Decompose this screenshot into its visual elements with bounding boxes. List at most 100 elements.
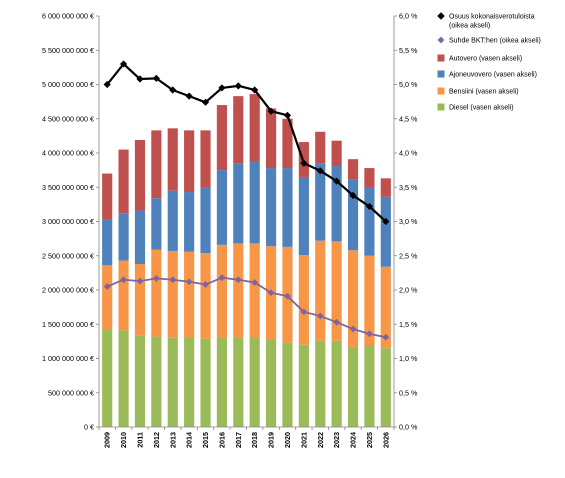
point-series-4-2010: [119, 60, 128, 68]
bar-bensiini-2013: [167, 250, 178, 338]
bar-bensiini-2017: [233, 243, 244, 338]
left-tick-label: 2 500 000 000 €: [42, 251, 94, 260]
point-series-5-2010: [120, 276, 127, 284]
point-series-5-2024: [349, 325, 357, 333]
point-series-5-2021: [300, 308, 308, 316]
x-tick-label: 2019: [267, 432, 276, 448]
bar-bensiini-2009: [102, 265, 113, 330]
bar-autovero-2020: [282, 118, 293, 169]
point-series-5-2014: [185, 278, 193, 286]
point-series-4-2016: [218, 84, 226, 92]
point-series-5-2025: [366, 330, 373, 338]
left-tick-label: 3 000 000 000 €: [42, 217, 94, 226]
bar-ajoneuvovero-2026: [380, 196, 391, 267]
bar-diesel-2014: [184, 337, 195, 427]
x-tick-label: 2023: [332, 432, 341, 448]
legend-label: Bensiini (vasen akseli): [449, 89, 519, 96]
bar-bensiini-2025: [364, 255, 375, 346]
bar-diesel-2021: [298, 344, 309, 427]
right-tick-label: 1,5 %: [399, 320, 418, 329]
point-series-4-2015: [201, 98, 210, 106]
bar-diesel-2019: [266, 340, 277, 427]
axes: 0 € 500 000 000 € 1 000 000 000 € 1 500 000…: [42, 12, 418, 449]
bar-ajoneuvovero-2013: [167, 190, 178, 251]
bar-diesel-2018: [249, 337, 260, 427]
legend-marker-1: [437, 36, 445, 44]
x-tick-label: 2026: [381, 432, 390, 448]
bar-ajoneuvovero-2024: [347, 179, 359, 251]
bar-ajoneuvovero-2014: [184, 192, 195, 252]
left-tick-label: 5 500 000 000 €: [42, 46, 94, 55]
bar-ajoneuvovero-2009: [102, 219, 113, 266]
point-series-5-2016: [218, 274, 226, 282]
x-tick-label: 2022: [316, 432, 325, 448]
bar-bensiini-2022: [315, 240, 326, 341]
point-series-5-2012: [152, 274, 160, 282]
point-series-5-2018: [251, 279, 259, 286]
bar-autovero-2013: [167, 128, 178, 191]
left-tick-label: 0 €: [84, 423, 94, 432]
x-tick-label: 2025: [365, 432, 374, 448]
bar-autovero-2016: [216, 105, 227, 171]
bar-autovero-2012: [151, 130, 162, 199]
x-tick-label: 2009: [103, 432, 112, 448]
x-tick-label: 2015: [201, 432, 210, 448]
x-tick-label: 2014: [185, 432, 194, 448]
bar-bensiini-2012: [151, 249, 162, 337]
point-series-5-2013: [169, 276, 177, 284]
bar-diesel-2013: [167, 337, 178, 427]
bar-ajoneuvovero-2010: [118, 213, 129, 261]
bar-ajoneuvovero-2011: [134, 210, 146, 264]
legend-marker-5: [437, 103, 445, 111]
legend-label: Osuus kokonaisverotuloista: [449, 14, 535, 21]
bar-autovero-2024: [347, 159, 359, 180]
right-tick-label: 0,5 %: [399, 388, 418, 397]
right-tick-label: 5,0 %: [399, 80, 418, 89]
right-tick-label: 5,5 %: [399, 46, 418, 55]
point-series-5-2009: [103, 283, 111, 290]
point-series-5-2011: [136, 277, 144, 285]
right-tick-label: 3,0 %: [399, 217, 418, 226]
point-series-4-2026: [382, 217, 390, 226]
bar-diesel-2026: [380, 348, 391, 427]
bar-diesel-2023: [331, 340, 342, 427]
bar-bensiini-2026: [380, 266, 391, 349]
bar-ajoneuvovero-2019: [266, 168, 277, 247]
bar-bensiini-2024: [347, 250, 359, 347]
bar-autovero-2011: [134, 139, 146, 211]
right-tick-label: 2,5 %: [399, 251, 418, 260]
bar-diesel-2020: [282, 342, 293, 427]
bar-ajoneuvovero-2015: [200, 187, 211, 254]
bar-bensiini-2018: [249, 243, 260, 338]
point-series-4-2009: [103, 80, 111, 89]
right-tick-label: 4,0 %: [399, 149, 418, 158]
bar-autovero-2015: [200, 130, 211, 188]
bar-bensiini-2011: [134, 263, 146, 336]
bar-bensiini-2021: [298, 255, 309, 345]
point-series-5-2020: [284, 292, 291, 300]
bar-autovero-2021: [298, 142, 309, 177]
point-series-5-2019: [267, 289, 275, 297]
bar-bensiini-2015: [200, 253, 211, 339]
right-tick-label: 0,0 %: [399, 423, 418, 432]
bar-diesel-2012: [151, 336, 162, 427]
point-series-4-2022: [316, 167, 324, 175]
bar-ajoneuvovero-2017: [233, 163, 244, 244]
bar-diesel-2025: [364, 345, 375, 427]
point-series-4-2019: [267, 107, 275, 115]
left-tick-label: 500 000 000 €: [48, 388, 94, 397]
right-tick-label: 1,0 %: [399, 354, 418, 363]
bar-autovero-2014: [184, 130, 195, 193]
point-series-4-2021: [300, 159, 308, 167]
bar-diesel-2010: [118, 330, 129, 427]
x-tick-label: 2018: [250, 432, 259, 448]
bar-diesel-2024: [347, 346, 359, 427]
point-series-5-2022: [316, 312, 324, 320]
right-tick-label: 6,0 %: [399, 12, 418, 21]
x-tick-label: 2011: [135, 432, 144, 448]
x-tick-label: 2020: [283, 432, 292, 448]
bar-autovero-2017: [233, 96, 244, 164]
series-line-4: [106, 62, 387, 223]
bar-autovero-2010: [118, 149, 129, 214]
